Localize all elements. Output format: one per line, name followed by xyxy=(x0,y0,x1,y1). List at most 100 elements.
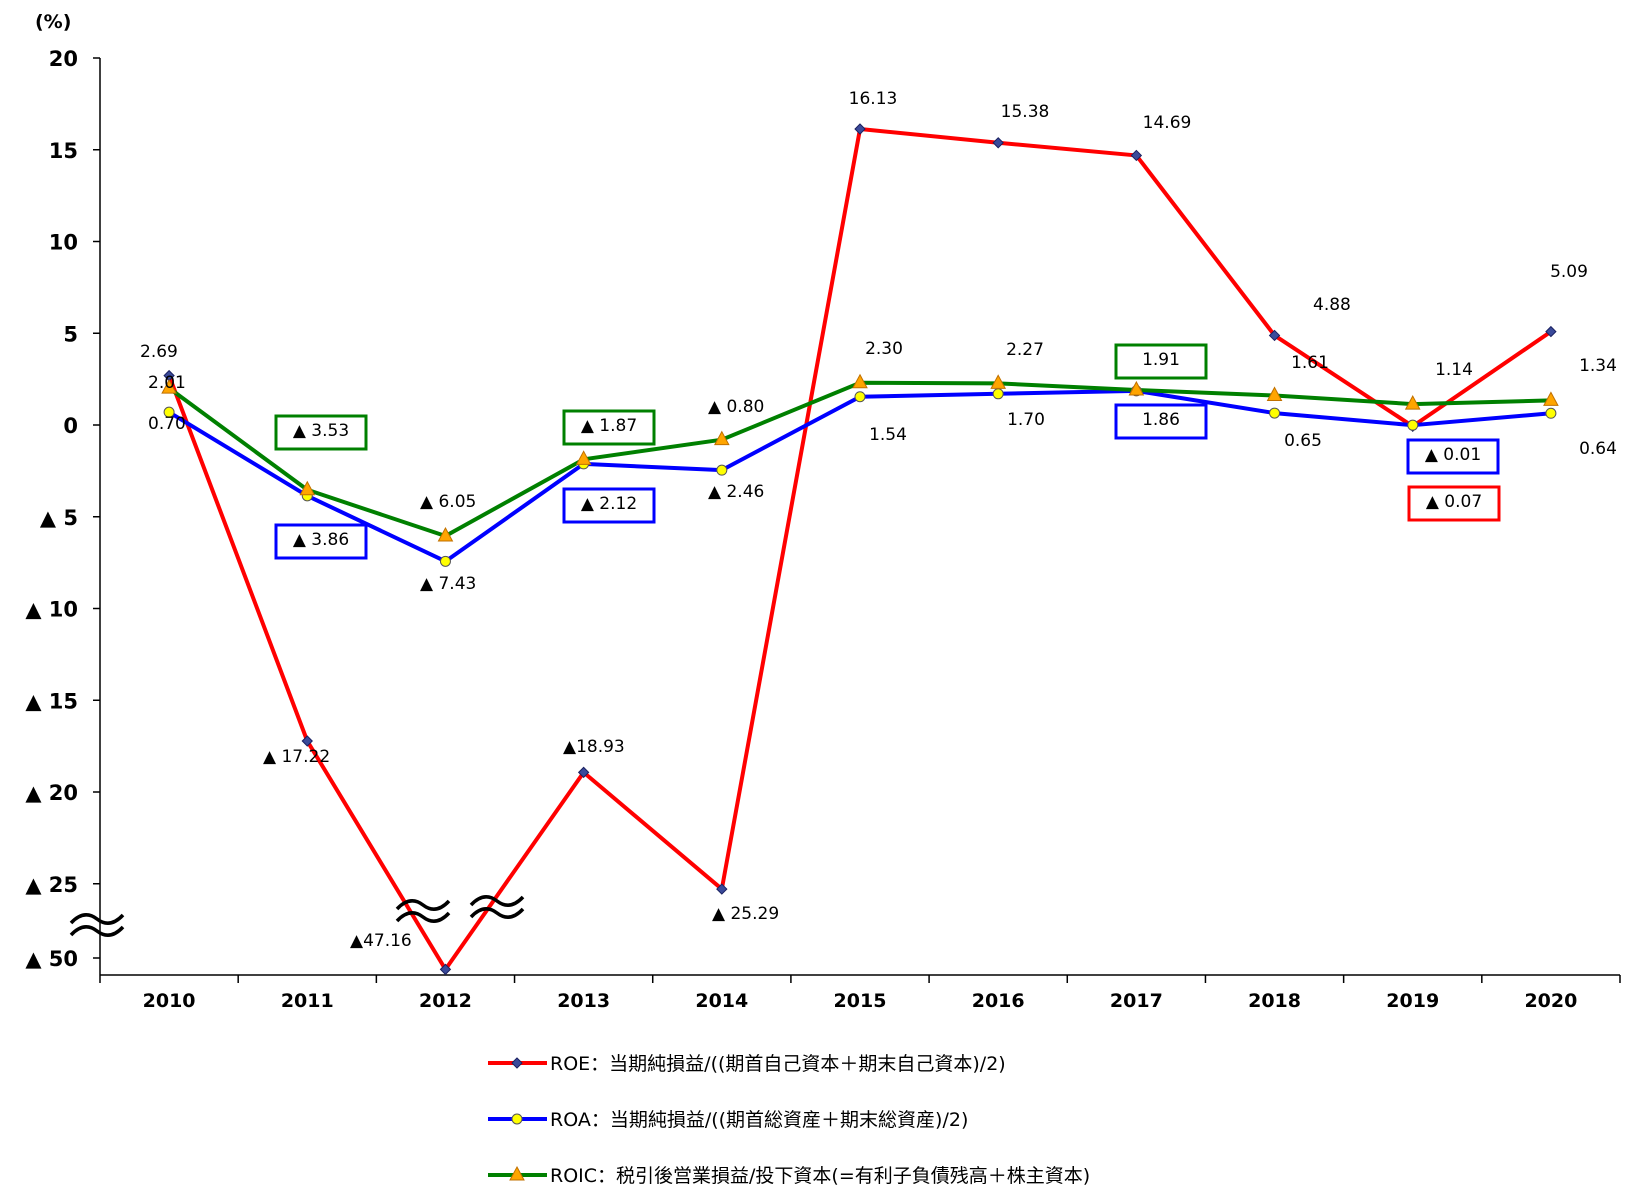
data-point-triangle xyxy=(299,480,316,496)
axis-break-wave xyxy=(395,911,451,923)
legend-item: ROE：当期純損益/((期首自己資本＋期末自己資本)/2) xyxy=(488,1053,1006,1075)
data-point-circle xyxy=(1407,419,1419,431)
y-tick-label: 20 xyxy=(49,47,78,71)
data-point-diamond xyxy=(439,963,452,976)
x-tick-label: 2016 xyxy=(972,990,1025,1012)
data-point-diamond xyxy=(301,735,313,747)
data-label-box xyxy=(1114,403,1208,440)
series-line xyxy=(167,127,1553,972)
x-axis-ticks: 2010 2011 2012 2013 2014 2015 2016 2017 2018 2019… xyxy=(143,990,1578,1012)
legend-label: ROE：当期純損益/((期首自己資本＋期末自己資本)/2) xyxy=(550,1053,1006,1075)
legend-label: ROIC：税引後営業損益/投下資本(=有利子負債残高＋株主資本) xyxy=(550,1165,1090,1187)
data-point-triangle xyxy=(1266,386,1283,401)
data-label: 2.69 xyxy=(140,342,178,362)
data-label: ▲ 6.05 xyxy=(420,492,476,512)
data-label: 0.65 xyxy=(1284,431,1322,451)
x-tick-label: 2018 xyxy=(1248,990,1301,1012)
data-label: 1.61 xyxy=(1291,353,1329,373)
y-tick-label: ▲ 15 xyxy=(25,689,78,713)
x-tick-label: 2014 xyxy=(695,990,748,1012)
data-label-box xyxy=(562,409,656,446)
data-label: ▲ 0.07 xyxy=(1426,492,1482,512)
x-tick-label: 2012 xyxy=(419,990,472,1012)
series-lines xyxy=(167,127,1553,972)
data-point-diamond xyxy=(577,766,590,779)
data-label: ▲18.93 xyxy=(563,737,625,757)
data-point-circle xyxy=(1269,407,1281,419)
data-label: 1.14 xyxy=(1435,360,1473,380)
data-point-diamond xyxy=(992,137,1004,149)
series-markers xyxy=(161,123,1559,976)
data-point-circle xyxy=(163,406,175,418)
x-tick-label: 2017 xyxy=(1110,990,1163,1012)
y-tick-label: 10 xyxy=(49,231,78,255)
y-tick-label: ▲ 10 xyxy=(25,598,78,622)
axis-break-mark xyxy=(469,895,525,919)
data-point-diamond xyxy=(854,123,866,135)
data-label: 1.86 xyxy=(1142,410,1180,430)
data-label: 14.69 xyxy=(1143,113,1192,133)
data-label-box xyxy=(274,523,368,560)
data-label: 1.91 xyxy=(1142,350,1180,370)
y-tick-label: ▲ 25 xyxy=(25,873,78,897)
data-label: 0.70 xyxy=(148,414,186,434)
legend-label: ROA：当期純損益/((期首総資産＋期末総資産)/2) xyxy=(550,1109,968,1131)
data-point-diamond xyxy=(1130,149,1143,162)
legend-item: ROIC：税引後営業損益/投下資本(=有利子負債残高＋株主資本) xyxy=(488,1165,1090,1187)
data-point-triangle xyxy=(990,374,1007,389)
data-point-circle xyxy=(439,555,451,567)
data-label: ▲ 3.86 xyxy=(293,530,349,550)
axis-break-wave xyxy=(469,907,525,919)
data-label: ▲ 0.01 xyxy=(1425,445,1481,465)
data-point-triangle xyxy=(1128,380,1145,396)
y-axis-ticks: 20 15 10 5 0 ▲ 5 ▲ 10 ▲ 15 ▲ 20 ▲ 25 ▲ 50 xyxy=(25,47,100,971)
data-label: 1.70 xyxy=(1007,410,1045,430)
series-line xyxy=(168,388,1552,564)
axis-break-wave xyxy=(69,925,125,937)
series-line xyxy=(167,380,1551,539)
x-tick-label: 2011 xyxy=(281,990,334,1012)
data-point-triangle xyxy=(437,526,454,542)
data-label-box xyxy=(274,414,368,451)
x-tick-label: 2019 xyxy=(1386,990,1439,1012)
data-labels: 2.69 ▲ 17.22 ▲47.16 ▲18.93 ▲ 25.29 16.13 15.38… xyxy=(140,89,1617,951)
data-label-box xyxy=(562,487,656,524)
x-tick-label: 2013 xyxy=(557,990,610,1012)
data-label: 1.54 xyxy=(869,425,907,445)
axis-break-mark xyxy=(395,899,451,923)
x-tick-label: 2020 xyxy=(1524,990,1577,1012)
data-point-triangle xyxy=(509,1165,525,1181)
data-point-triangle xyxy=(1404,395,1421,410)
data-label: ▲ 17.22 xyxy=(263,747,330,767)
y-tick-label: ▲ 50 xyxy=(25,947,78,971)
data-label: 2.01 xyxy=(148,373,186,393)
data-point-diamond xyxy=(716,883,728,895)
y-tick-label: ▲ 20 xyxy=(25,781,78,805)
data-label: ▲ 7.43 xyxy=(420,574,476,594)
data-label: ▲ 2.12 xyxy=(581,494,637,514)
data-label: ▲ 1.87 xyxy=(581,416,637,436)
data-label: ▲ 2.46 xyxy=(708,482,764,502)
y-tick-label: 15 xyxy=(49,139,78,163)
x-tick-label: 2015 xyxy=(834,990,887,1012)
data-label: 16.13 xyxy=(849,89,898,109)
data-point-triangle xyxy=(161,379,177,394)
axis-break-marks xyxy=(69,895,525,937)
data-label: ▲ 25.29 xyxy=(712,904,779,924)
data-label: ▲ 3.53 xyxy=(293,421,349,441)
legend-item: ROA：当期純損益/((期首総資産＋期末総資産)/2) xyxy=(488,1109,968,1131)
y-tick-label: 5 xyxy=(63,322,78,346)
data-label: ▲ 0.80 xyxy=(708,397,764,417)
data-point-circle xyxy=(716,464,728,476)
data-point-triangle xyxy=(575,450,592,465)
y-tick-label: 0 xyxy=(63,414,78,438)
data-label: 2.27 xyxy=(1006,340,1044,360)
data-point-triangle xyxy=(852,373,868,389)
data-point-diamond xyxy=(511,1057,523,1069)
data-point-triangle xyxy=(1543,391,1559,406)
data-label: 15.38 xyxy=(1001,102,1050,122)
data-point-circle xyxy=(992,388,1004,400)
y-tick-label: ▲ 5 xyxy=(40,506,78,530)
data-point-diamond xyxy=(1268,329,1281,342)
